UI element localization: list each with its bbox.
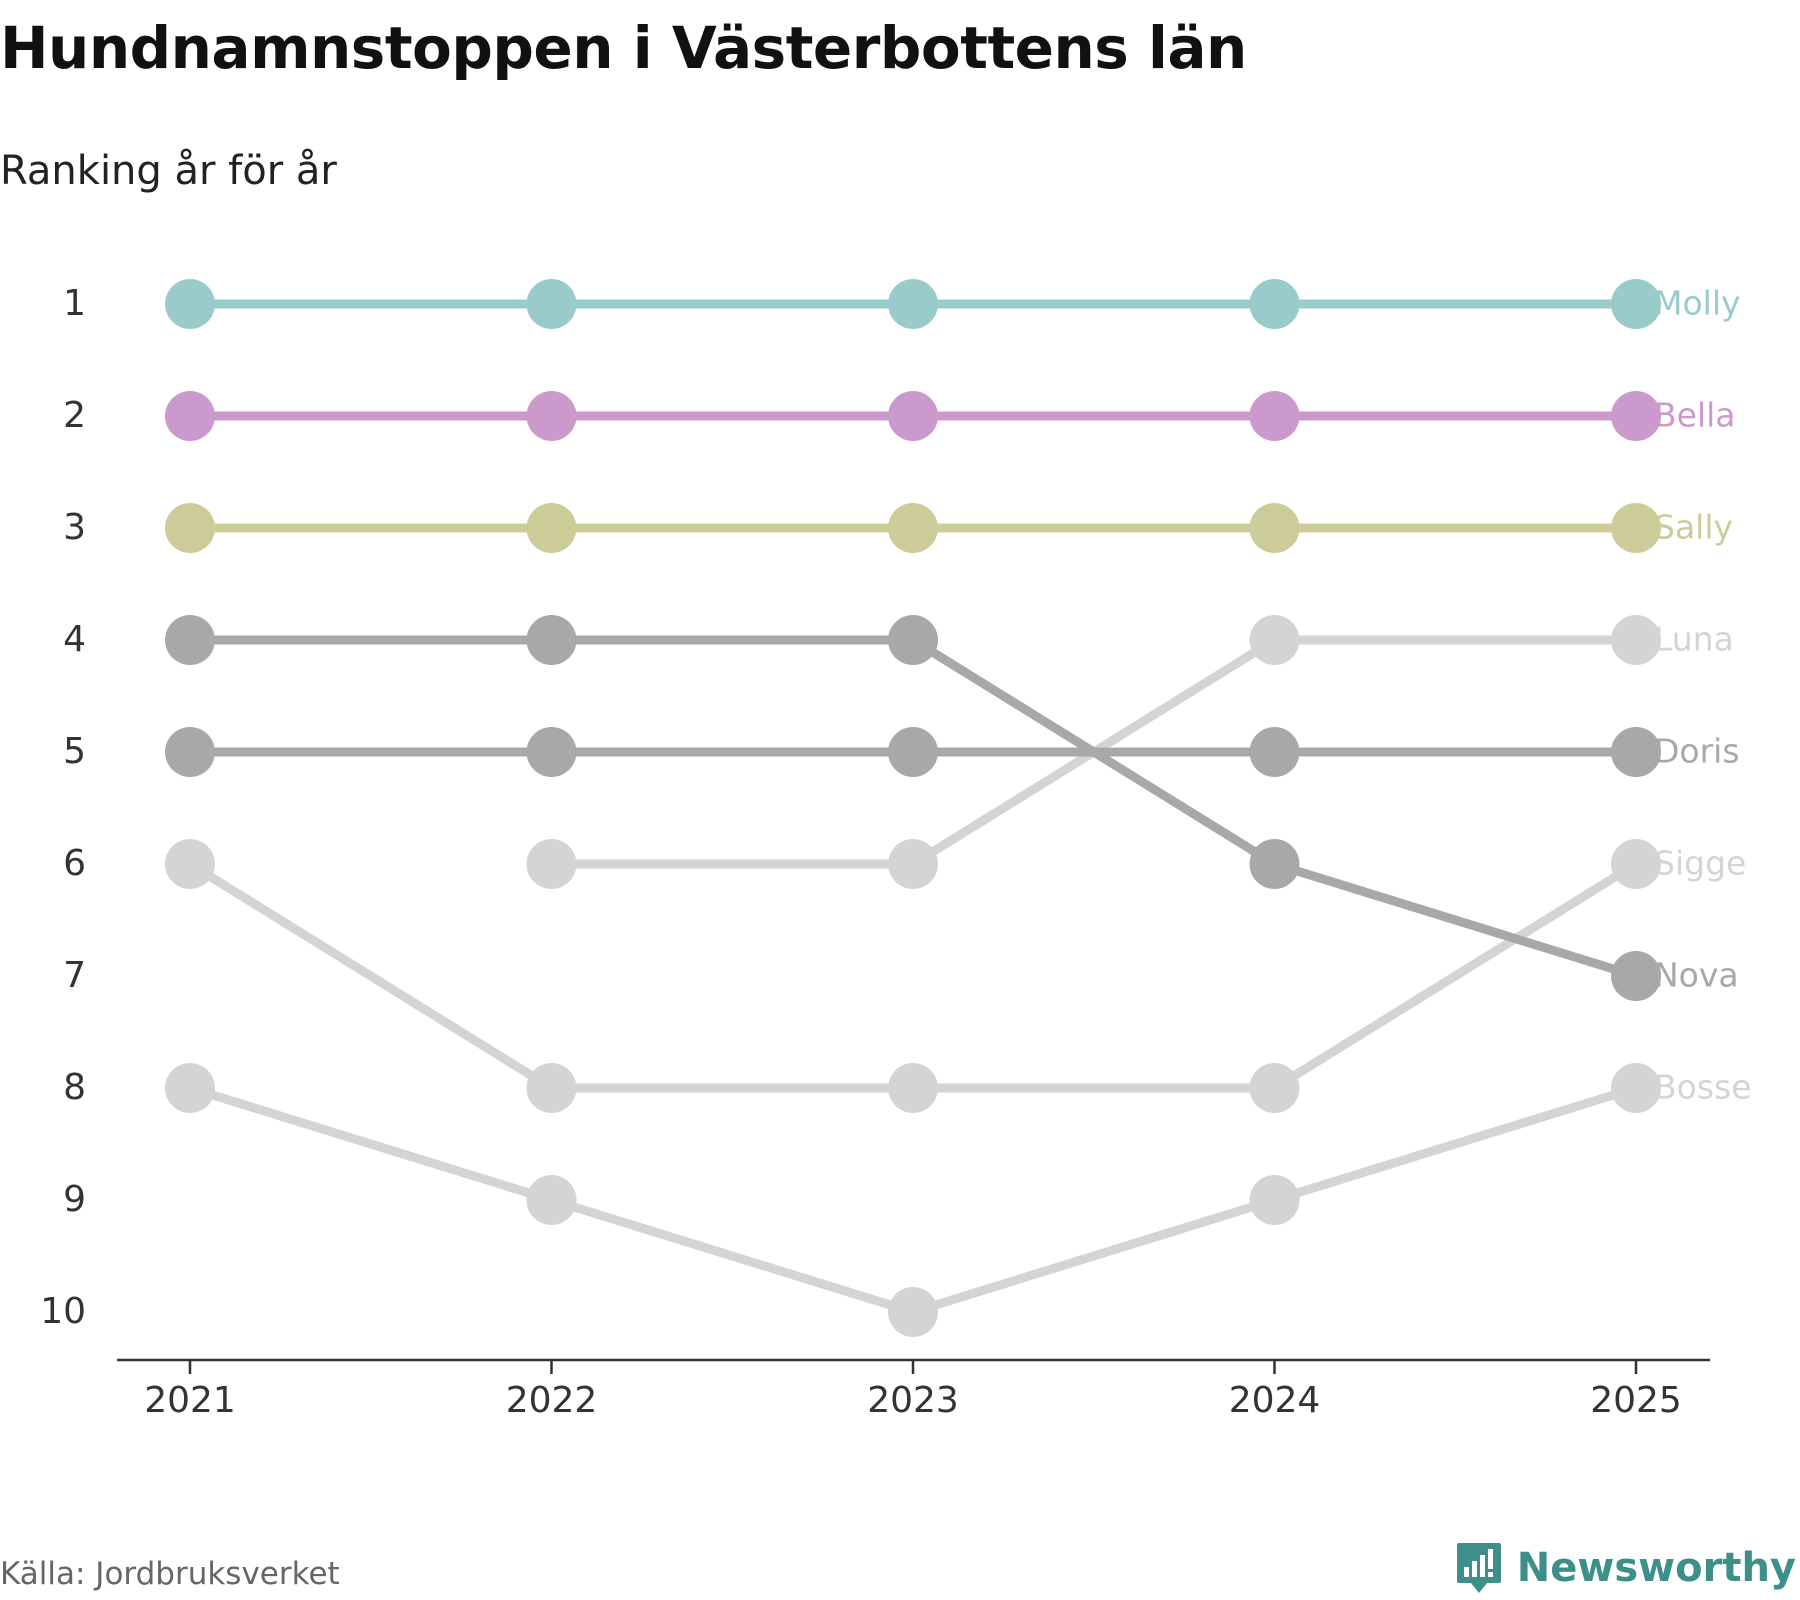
series-bosse: Bosse	[165, 1063, 1752, 1337]
series-line-nova	[185, 635, 1641, 981]
series-label-bosse: Bosse	[1654, 1068, 1752, 1107]
series-label-doris: Doris	[1654, 732, 1740, 771]
data-point-bella-2025	[1611, 391, 1661, 441]
data-point-sally-2023	[888, 503, 938, 553]
data-point-sigge-2023	[888, 1063, 938, 1113]
brand-name: Newsworthy	[1516, 1545, 1796, 1591]
data-point-nova-2024	[1249, 839, 1300, 889]
data-point-bosse-2021	[165, 1063, 215, 1113]
data-point-molly-2025	[1611, 279, 1661, 329]
series-line-bosse	[185, 1083, 1641, 1317]
series-label-sally: Sally	[1654, 508, 1733, 547]
y-tick-label: 9	[63, 1179, 86, 1220]
data-point-luna-2024	[1249, 615, 1300, 665]
series-line-sigge	[185, 859, 1641, 1093]
y-tick-label: 3	[63, 507, 86, 548]
data-point-bosse-2023	[888, 1287, 938, 1337]
data-point-bosse-2025	[1611, 1063, 1661, 1113]
y-tick-label: 7	[63, 955, 86, 996]
data-point-nova-2023	[888, 615, 938, 665]
data-point-luna-2023	[888, 839, 938, 889]
chart-title: Hundnamnstoppen i Västerbottens län	[0, 14, 1247, 82]
x-tick-label: 2025	[1590, 1380, 1682, 1421]
y-tick-label: 2	[63, 395, 86, 436]
data-point-sigge-2022	[526, 1063, 577, 1113]
data-point-sigge-2025	[1611, 839, 1661, 889]
x-tick-label: 2024	[1229, 1380, 1321, 1421]
axis-layer: 1 2 3 4 5 6 7 8 9 10 2021 2022 2023 2024 2025	[40, 283, 1710, 1421]
data-point-luna-2022	[526, 839, 577, 889]
data-point-bosse-2022	[526, 1175, 577, 1225]
data-point-nova-2021	[165, 615, 215, 665]
y-tick-label: 4	[63, 619, 86, 660]
series-label-sigge: Sigge	[1654, 844, 1746, 883]
brand-logo: Newsworthy	[1455, 1540, 1796, 1596]
bar-chart-speech-icon	[1456, 1543, 1501, 1593]
y-tick-label: 8	[63, 1067, 86, 1108]
data-point-doris-2021	[165, 727, 215, 777]
chart-subtitle: Ranking år för år	[0, 148, 337, 194]
data-point-nova-2022	[526, 615, 577, 665]
x-tick-label: 2023	[867, 1380, 959, 1421]
series-molly: Molly	[165, 279, 1741, 329]
series-sigge: Sigge	[165, 839, 1746, 1113]
data-point-molly-2024	[1249, 279, 1300, 329]
series-sally: Sally	[165, 503, 1733, 553]
data-point-doris-2025	[1611, 727, 1661, 777]
data-point-bella-2023	[888, 391, 938, 441]
data-point-sally-2025	[1611, 503, 1661, 553]
series-doris: Doris	[165, 727, 1740, 777]
data-point-bella-2021	[165, 391, 215, 441]
data-point-bella-2024	[1249, 391, 1300, 441]
data-point-sally-2021	[165, 503, 215, 553]
series-label-molly: Molly	[1654, 284, 1741, 323]
data-point-molly-2022	[526, 279, 577, 329]
y-tick-label: 5	[63, 731, 86, 772]
data-point-sally-2024	[1249, 503, 1300, 553]
series-label-bella: Bella	[1654, 396, 1736, 435]
data-point-nova-2025	[1611, 951, 1661, 1001]
data-point-bella-2022	[526, 391, 577, 441]
series-nova: Nova	[165, 615, 1739, 1001]
data-point-doris-2024	[1249, 727, 1300, 777]
series-label-nova: Nova	[1654, 956, 1739, 995]
x-tick-label: 2021	[144, 1380, 236, 1421]
series-layer: Luna Sigge Bosse Doris Nova Molly Bella Sally	[165, 279, 1752, 1337]
data-point-luna-2025	[1611, 615, 1661, 665]
data-point-sigge-2021	[165, 839, 215, 889]
series-label-luna: Luna	[1654, 620, 1734, 659]
y-tick-label: 6	[63, 843, 86, 884]
source-note: Källa: Jordbruksverket	[0, 1556, 340, 1592]
data-point-molly-2021	[165, 279, 215, 329]
data-point-bosse-2024	[1249, 1175, 1300, 1225]
data-point-sally-2022	[526, 503, 577, 553]
data-point-sigge-2024	[1249, 1063, 1300, 1113]
y-tick-label: 1	[63, 283, 86, 324]
data-point-doris-2022	[526, 727, 577, 777]
y-tick-label: 10	[40, 1291, 86, 1332]
data-point-molly-2023	[888, 279, 938, 329]
data-point-doris-2023	[888, 727, 938, 777]
x-tick-label: 2022	[506, 1380, 598, 1421]
series-bella: Bella	[165, 391, 1736, 441]
